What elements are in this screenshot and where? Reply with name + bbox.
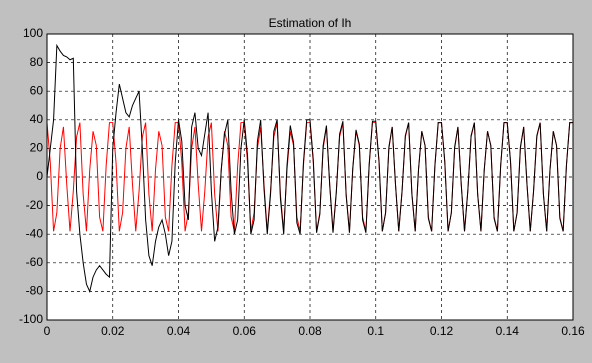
y-tick-label: -40 (26, 226, 44, 240)
y-tick-label: 20 (30, 141, 44, 155)
y-tick-label: 0 (36, 169, 43, 183)
y-tick-label: -60 (26, 255, 44, 269)
x-tick-label: 0.06 (233, 324, 257, 338)
y-tick-label: 100 (23, 26, 43, 40)
x-tick-label: 0 (44, 324, 51, 338)
y-tick-label: -20 (26, 198, 44, 212)
y-tick-label: -80 (26, 284, 44, 298)
x-tick-label: 0.02 (101, 324, 125, 338)
y-tick-label: -100 (19, 312, 43, 326)
plot-frame (46, 33, 574, 321)
x-tick-label: 0.16 (561, 324, 585, 338)
x-tick-label: 0.1 (367, 324, 384, 338)
y-tick-label: 80 (30, 55, 44, 69)
series-line (46, 43, 573, 293)
y-tick-label: 40 (30, 112, 44, 126)
x-tick-label: 0.14 (496, 324, 520, 338)
y-tick-label: 60 (30, 83, 44, 97)
x-tick-label: 0.04 (167, 324, 191, 338)
x-tick-label: 0.12 (430, 324, 454, 338)
x-tick-label: 0.08 (298, 324, 322, 338)
chart-title: Estimation of Ih (269, 16, 352, 30)
